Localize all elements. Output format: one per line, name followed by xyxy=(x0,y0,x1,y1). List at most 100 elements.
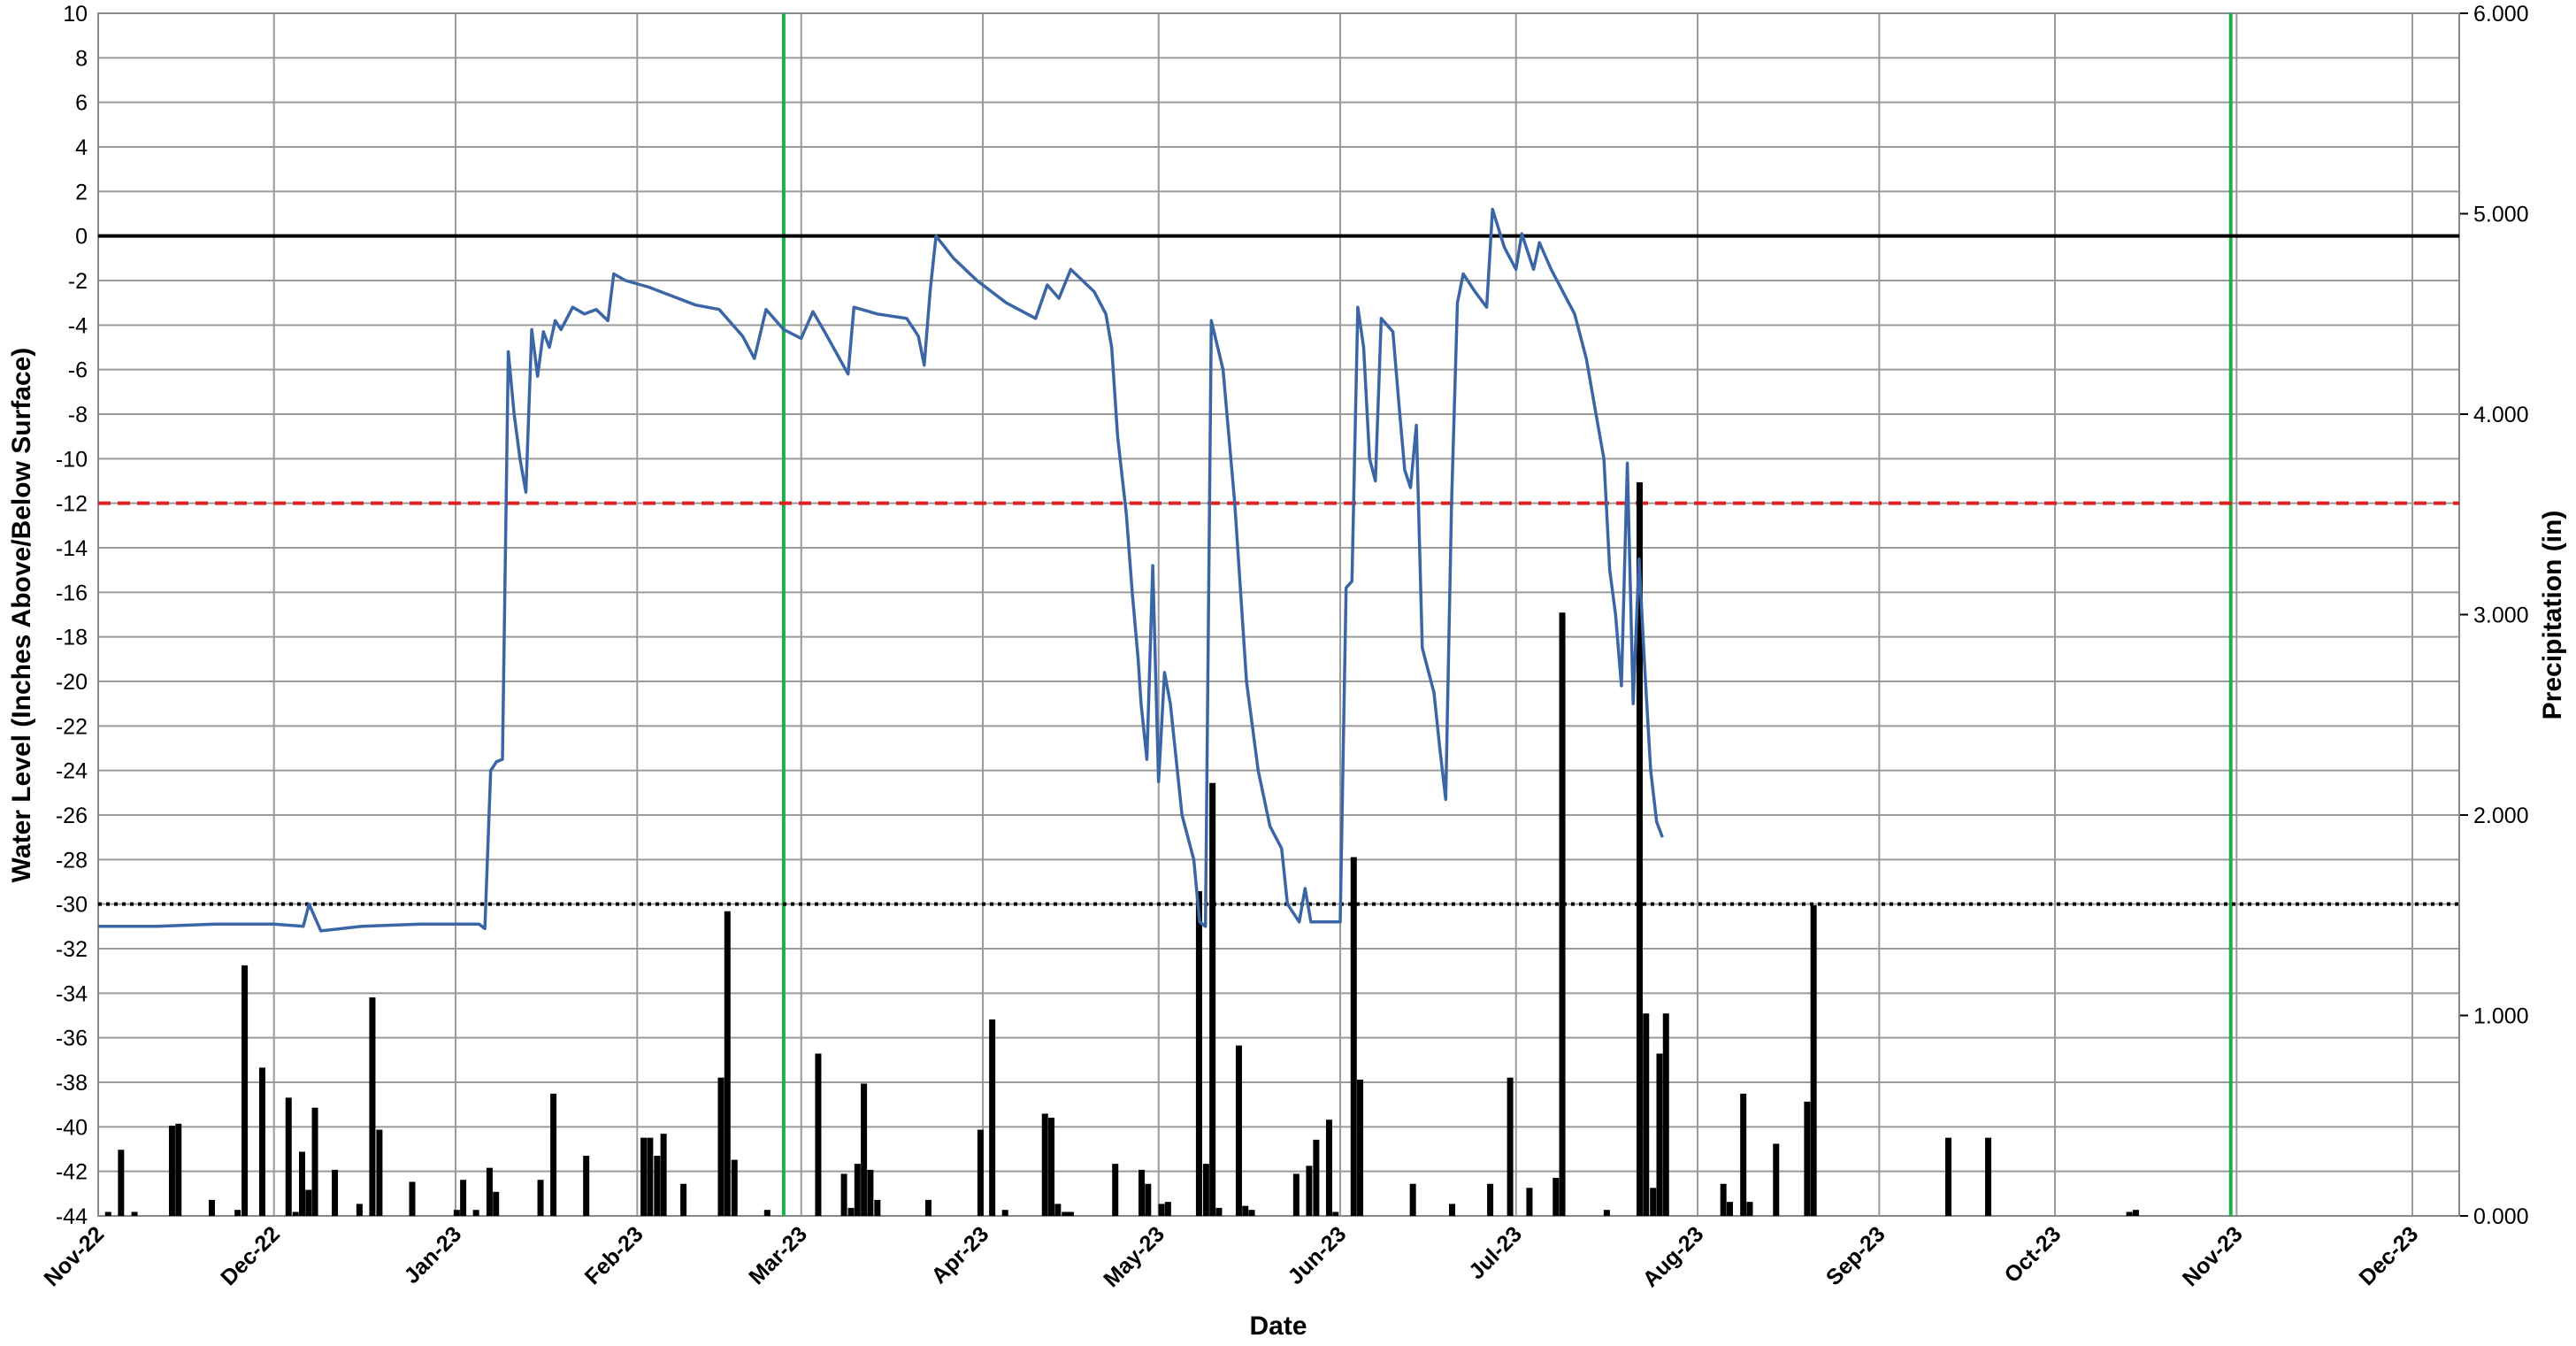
precip-bar xyxy=(724,911,731,1216)
precip-bar xyxy=(1810,904,1817,1216)
x-tick-label: Aug-23 xyxy=(1638,1221,1709,1292)
y-tick-label: -2 xyxy=(68,269,88,294)
precip-bar xyxy=(1235,1045,1242,1216)
precip-bar xyxy=(1726,1202,1733,1216)
y-tick-label: 2 xyxy=(75,180,88,204)
y-tick-label: -34 xyxy=(56,981,88,1006)
y-axis-title: Water Level (Inches Above/Below Surface) xyxy=(7,348,36,883)
precip-bar xyxy=(292,1211,299,1216)
precip-bar xyxy=(1740,1093,1747,1216)
x-tick-label: Oct-23 xyxy=(1999,1221,2066,1288)
precip-bar xyxy=(1526,1188,1533,1216)
precip-bar xyxy=(1242,1205,1249,1216)
y2-tick-label: 4.000 xyxy=(2473,403,2529,427)
x-tick-label: May-23 xyxy=(1099,1221,1169,1292)
precip-bar xyxy=(647,1137,654,1216)
precip-bar xyxy=(763,1210,770,1216)
precip-bar xyxy=(1112,1164,1119,1216)
y-tick-label: -22 xyxy=(56,714,88,739)
precip-bar xyxy=(989,1019,996,1216)
precip-bar xyxy=(1357,1079,1364,1216)
precip-bar xyxy=(1313,1139,1320,1216)
precip-bar xyxy=(460,1180,467,1216)
y-tick-label: -14 xyxy=(56,536,88,561)
y-tick-label: -28 xyxy=(56,848,88,873)
y-tick-label: 0 xyxy=(75,225,88,250)
y-tick-label: -18 xyxy=(56,626,88,650)
precip-bar xyxy=(1158,1204,1165,1216)
precip-bar xyxy=(1062,1211,1069,1216)
precip-bar xyxy=(285,1097,292,1216)
precip-bar xyxy=(1145,1183,1152,1216)
y2-tick-label: 5.000 xyxy=(2473,203,2529,227)
y-tick-label: -36 xyxy=(56,1027,88,1051)
precip-bar xyxy=(332,1169,339,1216)
precip-bar xyxy=(1202,1164,1209,1216)
precip-bar xyxy=(840,1173,847,1216)
precip-bar xyxy=(242,965,249,1216)
precip-bar xyxy=(1215,1207,1223,1216)
precip-bar xyxy=(1164,1202,1171,1216)
y-tick-label: -12 xyxy=(56,492,88,517)
precip-bar xyxy=(654,1156,661,1216)
precip-bar xyxy=(815,1053,822,1216)
precip-bar xyxy=(1325,1119,1332,1216)
precip-bar xyxy=(1603,1210,1610,1216)
precip-bar xyxy=(1067,1211,1074,1216)
precip-bar xyxy=(234,1210,242,1216)
precip-bar xyxy=(298,1151,305,1216)
x-tick-label: Feb-23 xyxy=(580,1221,648,1289)
precip-bar xyxy=(258,1067,265,1216)
precip-bar xyxy=(854,1164,861,1216)
y-tick-label: -32 xyxy=(56,937,88,962)
precip-bar xyxy=(1332,1211,1339,1216)
precip-bar xyxy=(550,1093,557,1216)
y-tick-label: -20 xyxy=(56,670,88,695)
x-tick-label: Jan-23 xyxy=(399,1221,466,1288)
precip-bar xyxy=(640,1137,648,1216)
x-tick-label: Nov-23 xyxy=(2178,1221,2248,1291)
precip-bar xyxy=(1559,612,1566,1216)
y2-tick-label: 1.000 xyxy=(2473,1004,2529,1029)
plot-frame xyxy=(97,12,2460,1217)
precip-bar xyxy=(118,1150,125,1216)
precip-bar xyxy=(104,1211,111,1216)
precip-bar xyxy=(208,1199,215,1216)
precip-bar xyxy=(1350,857,1357,1216)
precip-bar xyxy=(1662,1013,1669,1216)
precip-bar xyxy=(1248,1210,1255,1216)
y-tick-label: 8 xyxy=(75,46,88,71)
precip-bar xyxy=(1048,1118,1055,1216)
x-tick-label: Mar-23 xyxy=(744,1221,812,1289)
x-tick-label: Jun-23 xyxy=(1283,1221,1351,1289)
precip-bar xyxy=(1656,1053,1663,1216)
y-tick-label: 10 xyxy=(63,2,88,27)
y-tick-label: -38 xyxy=(56,1071,88,1096)
precip-bar xyxy=(175,1123,182,1216)
x-tick-label: Apr-23 xyxy=(926,1221,993,1288)
y-tick-label: -24 xyxy=(56,759,88,784)
y-tick-label: -30 xyxy=(56,893,88,918)
precip-bar xyxy=(847,1207,855,1216)
precip-bar xyxy=(1041,1113,1048,1216)
y-tick-label: 4 xyxy=(75,135,88,160)
precip-bar xyxy=(717,1077,724,1216)
precip-bar xyxy=(311,1107,318,1216)
y-tick-label: -8 xyxy=(68,403,88,427)
precip-bar xyxy=(472,1210,479,1216)
y2-tick-label: 6.000 xyxy=(2473,2,2529,27)
precip-bar xyxy=(1650,1188,1657,1216)
x-tick-label: Dec-23 xyxy=(2354,1221,2423,1290)
precip-bar xyxy=(1001,1210,1008,1216)
precip-bar xyxy=(1944,1137,1951,1216)
y-tick-label: 6 xyxy=(75,91,88,116)
precip-bar xyxy=(537,1180,544,1216)
x-axis-title: Date xyxy=(1249,1311,1307,1341)
precip-bar xyxy=(376,1129,383,1216)
y2-tick-label: 0.000 xyxy=(2473,1204,2529,1229)
precip-bar xyxy=(1306,1165,1313,1216)
precip-bar xyxy=(680,1183,687,1216)
precip-bar xyxy=(1449,1204,1456,1216)
y-tick-label: -40 xyxy=(56,1115,88,1140)
